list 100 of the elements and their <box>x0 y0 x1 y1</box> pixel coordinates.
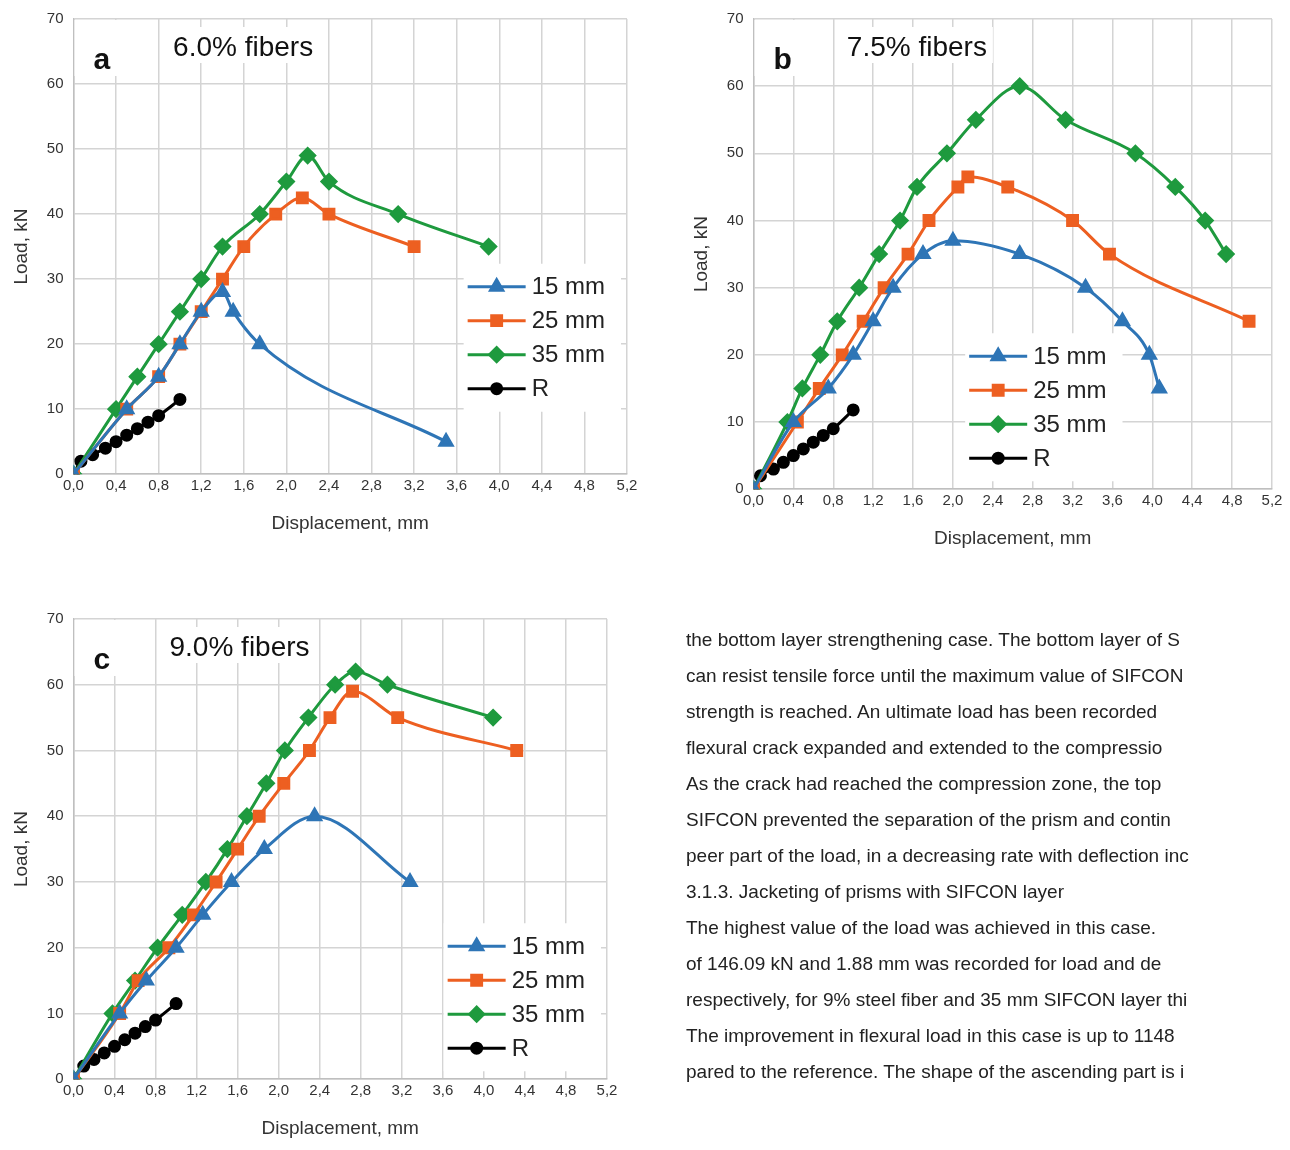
x-tick-label: 2,0 <box>268 1081 290 1099</box>
x-tick-label: 1,2 <box>186 1081 208 1099</box>
x-tick-label: 2,4 <box>318 476 340 494</box>
text: respectively, for 9% steel fiber and 35 mm SIFCON layer thi <box>686 988 1189 1012</box>
y-tick-label: 30 <box>46 269 64 287</box>
x-tick-label: 4,0 <box>1141 491 1163 509</box>
legend-label: 35 mm <box>531 340 606 368</box>
chart-title: 7.5% fibers <box>846 31 987 62</box>
x-tick-label: 3,6 <box>432 1081 454 1099</box>
y-tick-label: 30 <box>726 277 744 295</box>
text: peer part of the load, in a decreasing rate with deflection inc <box>686 844 1189 868</box>
x-axis-title: Displacement, mm <box>261 1116 419 1138</box>
x-tick-label: 0,8 <box>148 476 170 494</box>
x-axis-title: Displacement, mm <box>271 511 429 533</box>
legend-label: 25 mm <box>531 306 606 334</box>
text: strength is reached. An ultimate load has been recorded <box>686 700 1159 724</box>
y-tick-label: 50 <box>46 740 64 758</box>
y-tick-label: 40 <box>46 204 64 222</box>
legend-label: 35 mm <box>1033 409 1107 437</box>
x-tick-label: 4,4 <box>514 1081 536 1099</box>
text: can resist tensile force until the maximum value of SIFCON <box>686 664 1185 688</box>
x-tick-label: 4,4 <box>531 476 553 494</box>
text: pared to the reference. The shape of the ascending part is i <box>686 1060 1186 1084</box>
legend-label: R <box>531 374 549 402</box>
x-tick-label: 0,8 <box>822 491 844 509</box>
legend-label: R <box>511 1033 529 1061</box>
text: flexural crack expanded and extended to the compressio <box>686 736 1164 760</box>
y-tick-label: 20 <box>46 937 64 955</box>
text: The highest value of the load was achieved in this case. <box>686 916 1157 940</box>
y-axis-title: Load, kN <box>9 811 31 888</box>
x-tick-label: 0,0 <box>63 1081 84 1099</box>
x-tick-label: 2,8 <box>1022 491 1044 509</box>
x-tick-label: 0,4 <box>104 1081 125 1099</box>
x-tick-label: 1,6 <box>233 476 255 494</box>
x-tick-label: 3,6 <box>1102 491 1123 509</box>
annotation: b <box>773 42 792 75</box>
x-tick-label: 2,4 <box>309 1081 331 1099</box>
y-tick-label: 70 <box>726 9 744 27</box>
x-tick-label: 5,2 <box>596 1081 618 1099</box>
chart-title: 6.0% fibers <box>173 31 314 62</box>
x-tick-label: 0,8 <box>145 1081 166 1099</box>
y-tick-label: 70 <box>46 9 64 27</box>
y-tick-label: 50 <box>726 143 744 161</box>
legend-label: 25 mm <box>511 965 586 993</box>
y-tick-label: 0 <box>55 464 64 482</box>
x-tick-label: 3,2 <box>391 1081 413 1099</box>
x-tick-label: 3,2 <box>403 476 425 494</box>
y-axis-title: Load, kN <box>9 208 31 285</box>
text: SIFCON prevented the separation of the prism and contin <box>686 808 1172 832</box>
legend-label: R <box>1033 443 1051 471</box>
legend-label: 25 mm <box>1033 375 1107 403</box>
x-tick-label: 2,8 <box>350 1081 372 1099</box>
x-tick-label: 1,6 <box>227 1081 249 1099</box>
x-tick-label: 1,2 <box>862 491 884 509</box>
x-tick-label: 4,0 <box>473 1081 495 1099</box>
y-tick-label: 40 <box>726 210 744 228</box>
x-tick-label: 3,6 <box>446 476 468 494</box>
x-tick-label: 2,0 <box>942 491 964 509</box>
legend-label: 15 mm <box>511 931 586 959</box>
y-tick-label: 60 <box>46 674 64 692</box>
x-tick-label: 1,6 <box>902 491 924 509</box>
y-axis-title: Load, kN <box>689 216 711 293</box>
x-tick-label: 1,2 <box>190 476 212 494</box>
y-tick-label: 70 <box>46 609 64 627</box>
x-tick-label: 4,0 <box>488 476 510 494</box>
y-tick-label: 40 <box>46 806 64 824</box>
x-axis-title: Displacement, mm <box>934 526 1092 548</box>
y-tick-label: 10 <box>46 399 64 417</box>
x-tick-label: 0,0 <box>743 491 764 509</box>
text: of 146.09 kN and 1.88 mm was recorded for load and de <box>686 952 1163 976</box>
text: 3.1.3. Jacketing of prisms with SIFCON layer <box>686 880 1065 904</box>
y-tick-label: 0 <box>735 479 744 497</box>
x-tick-label: 0,0 <box>63 476 84 494</box>
x-tick-label: 4,8 <box>573 476 595 494</box>
x-tick-label: 3,2 <box>1062 491 1083 509</box>
text: As the crack had reached the compression zone, the top <box>686 772 1163 796</box>
y-tick-label: 60 <box>46 74 64 92</box>
y-tick-label: 50 <box>46 139 64 157</box>
annotation: a <box>93 42 111 75</box>
x-tick-label: 4,8 <box>555 1081 577 1099</box>
x-tick-label: 4,4 <box>1181 491 1203 509</box>
x-tick-label: 0,4 <box>105 476 127 494</box>
legend-label: 15 mm <box>1033 341 1107 369</box>
x-tick-label: 2,8 <box>361 476 382 494</box>
chart-title: 9.0% fibers <box>169 631 310 662</box>
x-tick-label: 2,0 <box>275 476 297 494</box>
y-tick-label: 20 <box>726 345 744 362</box>
x-tick-label: 2,4 <box>982 491 1004 509</box>
y-tick-label: 30 <box>46 872 64 890</box>
legend-label: 15 mm <box>531 272 606 300</box>
y-tick-label: 10 <box>726 412 744 430</box>
x-tick-label: 4,8 <box>1221 491 1243 509</box>
text: the bottom layer strengthening case. The bottom layer of S <box>686 628 1181 652</box>
y-tick-label: 10 <box>46 1003 64 1021</box>
y-tick-label: 20 <box>46 334 64 352</box>
x-tick-label: 5,2 <box>1261 491 1283 509</box>
text: The improvement in flexural load in this case is up to 1148 <box>686 1024 1176 1048</box>
y-tick-label: 0 <box>55 1069 64 1087</box>
y-tick-label: 60 <box>726 76 744 94</box>
legend-label: 35 mm <box>511 999 586 1027</box>
